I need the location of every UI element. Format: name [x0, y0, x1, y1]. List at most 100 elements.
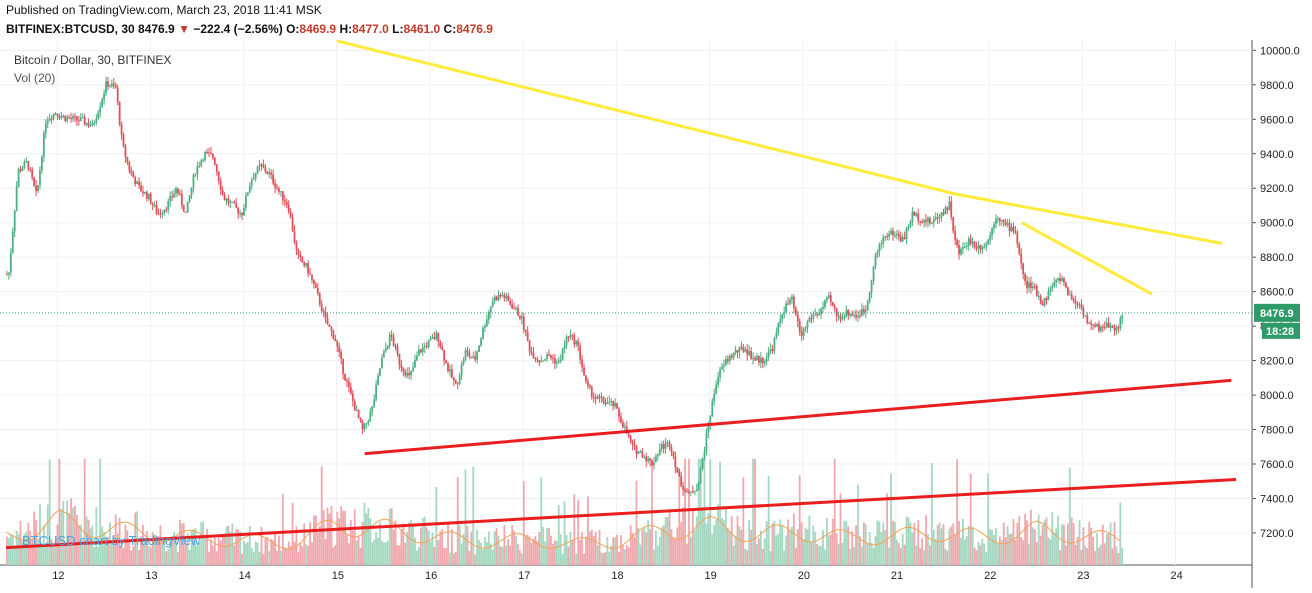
candle-body	[798, 320, 801, 332]
candle-body	[460, 364, 463, 376]
candle-body	[971, 241, 974, 244]
candle-body	[618, 408, 620, 417]
candle-body	[142, 191, 144, 194]
price-chart[interactable]: 7200.07400.07600.07800.08000.08200.08400…	[0, 39, 1312, 588]
volume-bar	[450, 529, 453, 565]
candle-body	[227, 198, 230, 203]
candle-body	[911, 211, 914, 223]
volume-bar	[656, 545, 659, 565]
volume-bar	[662, 525, 665, 565]
candle-body	[1039, 295, 1042, 304]
volume-bar	[847, 526, 850, 565]
volume-bar	[612, 537, 615, 565]
volume-bar	[1016, 522, 1019, 565]
volume-bar	[748, 519, 751, 565]
volume-bar	[336, 511, 339, 565]
volume-bar	[555, 540, 558, 565]
volume-bar	[243, 540, 245, 565]
candle-body	[384, 348, 387, 352]
volume-bar	[944, 548, 947, 565]
candle-body	[268, 172, 271, 174]
volume-bar	[371, 542, 374, 565]
volume-bar	[592, 535, 595, 565]
candle-body	[853, 315, 856, 317]
candle-body	[109, 86, 111, 88]
y-tick-label: 7800.0	[1260, 425, 1294, 437]
volume-bar	[577, 499, 580, 565]
candle-body	[56, 113, 59, 117]
volume-bar	[697, 458, 700, 565]
volume-bar	[754, 458, 756, 565]
volume-bar	[241, 553, 243, 565]
candle-body	[344, 373, 346, 381]
candle-body	[15, 186, 18, 211]
volume-bar	[180, 523, 183, 565]
volume-bar	[1022, 540, 1025, 565]
candle-body	[229, 201, 232, 203]
volume-bar	[810, 542, 813, 565]
volume-bar	[346, 534, 348, 565]
volume-bar	[627, 547, 630, 565]
candle-body	[167, 201, 170, 210]
candle-body	[944, 207, 947, 215]
candle-body	[509, 300, 512, 305]
candle-body	[627, 433, 630, 437]
volume-bar	[845, 521, 848, 565]
volume-bar	[670, 529, 673, 565]
volume-bar	[37, 538, 39, 565]
y-tick-label: 7200.0	[1260, 528, 1294, 540]
volume-bar	[149, 547, 152, 565]
time-axis[interactable]: 12 13 14 15 16 17 18 19 20 21 22 23 24	[52, 570, 1182, 582]
candle-body	[159, 213, 162, 215]
candle-body	[120, 124, 123, 135]
candle-body	[777, 323, 780, 333]
volume-bar	[707, 513, 710, 565]
volume-bar	[301, 546, 304, 565]
volume-bar	[480, 542, 482, 565]
volume-bar	[311, 542, 313, 565]
chart-area[interactable]: 7200.07400.07600.07800.08000.08200.08400…	[0, 39, 1312, 588]
price-axis[interactable]: 7200.07400.07600.07800.08000.08200.08400…	[1252, 45, 1300, 540]
candle-body	[243, 207, 245, 216]
candle-body	[936, 217, 939, 219]
volume-bar	[860, 546, 863, 565]
open-label: O:	[286, 22, 300, 36]
volume-bar	[732, 545, 735, 565]
candle-body	[182, 205, 185, 212]
candle-body	[802, 328, 805, 336]
candle-body	[143, 191, 146, 194]
x-tick-label: 15	[332, 570, 344, 582]
volume-bar	[202, 521, 205, 565]
candle-body	[75, 116, 78, 121]
candle-body	[62, 115, 65, 117]
volume-bar	[890, 473, 892, 565]
volume-bar	[221, 536, 224, 565]
candle-body	[985, 244, 988, 247]
volume-bar	[54, 539, 57, 565]
volume-bar	[280, 550, 282, 565]
candle-body	[620, 416, 622, 423]
candle-body	[820, 308, 822, 314]
volume-bar	[930, 463, 933, 565]
volume-bar	[52, 543, 55, 565]
candle-body	[513, 308, 515, 310]
volume-bar	[1121, 547, 1124, 565]
volume-bar	[359, 547, 362, 565]
candle-body	[1115, 327, 1118, 331]
candle-body	[377, 375, 379, 385]
volume-bar	[314, 515, 317, 565]
volume-bar	[804, 527, 807, 565]
volume-bar	[711, 534, 714, 565]
candle-body	[884, 236, 887, 238]
volume-bar	[915, 545, 918, 565]
volume-bar	[587, 496, 589, 565]
volume-bar	[227, 525, 230, 565]
volume-bar	[808, 515, 811, 565]
candle-body	[46, 120, 49, 124]
volume-bar	[571, 539, 574, 565]
candle-body	[161, 212, 164, 214]
volume-bar	[866, 543, 869, 565]
candle-body	[410, 370, 412, 376]
volume-bar	[1107, 532, 1110, 565]
volume-bar	[1088, 521, 1091, 565]
